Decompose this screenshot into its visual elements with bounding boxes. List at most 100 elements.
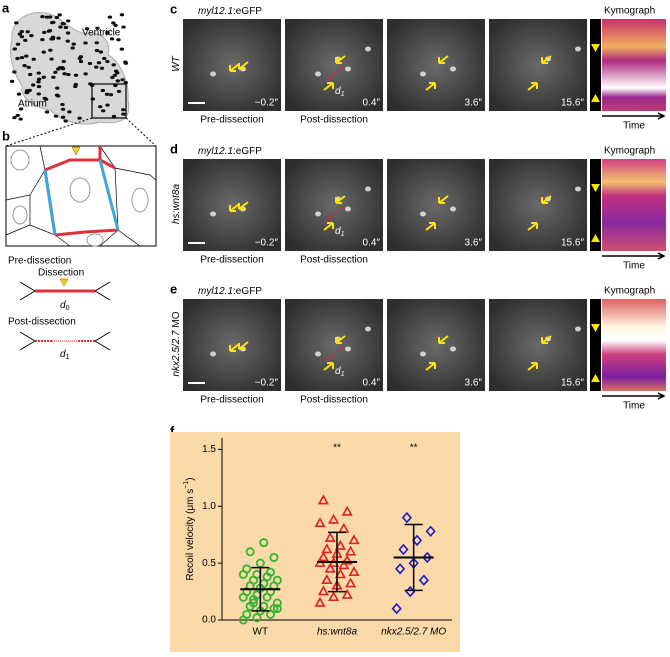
- nucleus: [100, 88, 106, 93]
- pre-label: Pre-dissection: [200, 395, 263, 406]
- nucleus: [94, 65, 99, 69]
- point: [266, 567, 276, 577]
- point: [345, 545, 357, 556]
- nucleus: [111, 21, 116, 25]
- significance: **: [410, 443, 418, 454]
- kymo-marker: [591, 94, 600, 102]
- nucleus: [60, 22, 65, 26]
- ventricle-label: Ventricle: [82, 28, 121, 39]
- point: [269, 552, 279, 562]
- frame: [183, 159, 281, 251]
- yellow-arrow: [238, 341, 249, 350]
- time-label: Time: [623, 121, 645, 132]
- frame: [183, 19, 281, 111]
- kymograph: [602, 19, 666, 111]
- time-arrow: [602, 392, 666, 400]
- nucleus: [49, 57, 54, 61]
- condition-label: nkx2.5/2.7 MO: [171, 311, 182, 376]
- time-label: −0.2″: [255, 378, 279, 389]
- frame: [489, 19, 587, 111]
- panel-label: f: [170, 423, 175, 438]
- cell-spot: [210, 351, 216, 357]
- nucleus: [51, 75, 56, 79]
- d-sub: 1: [341, 91, 345, 98]
- nucleus: [78, 55, 84, 59]
- nucleus: [55, 86, 60, 90]
- nucleus: [108, 93, 114, 97]
- nucleus: [36, 80, 41, 84]
- nucleus: [83, 72, 88, 76]
- cell-spot: [345, 206, 351, 212]
- d1-bracket: [324, 66, 344, 82]
- condition: hs:wnt8a: [171, 184, 182, 224]
- point: [242, 564, 252, 574]
- d1-bracket: [324, 206, 344, 222]
- dissection-arrow: [71, 146, 81, 156]
- d1-label: d1: [335, 366, 345, 378]
- point: [422, 551, 433, 564]
- kymograph: [602, 159, 666, 251]
- nucleus: [51, 20, 56, 24]
- cell-spot: [345, 66, 351, 72]
- cell-spot: [315, 351, 321, 357]
- nucleus: [29, 34, 34, 38]
- ylabel-end: ): [185, 477, 196, 480]
- nucleus: [17, 32, 23, 36]
- panel-label: d: [170, 141, 178, 156]
- nucleus: [46, 29, 52, 33]
- nucleus: [43, 97, 49, 101]
- y-tick-label: 1.0: [202, 501, 216, 512]
- red-edges: [43, 146, 119, 237]
- frame: [387, 19, 485, 111]
- d: d: [335, 366, 341, 377]
- dissection-arrow: [59, 278, 69, 287]
- heart-nuclei: [9, 13, 129, 123]
- x-tick-label: WT: [253, 627, 269, 638]
- reporter-label: myl12.1:eGFP: [198, 286, 262, 297]
- cell-spot: [420, 351, 426, 357]
- nucleus: [115, 79, 121, 83]
- nucleus: [24, 54, 29, 58]
- nucleus: [87, 61, 93, 66]
- nucleus: [112, 73, 118, 77]
- yellow-arrow: [541, 195, 552, 204]
- d1-label: d1: [60, 349, 70, 361]
- kymograph: [602, 299, 666, 391]
- time-arrow: [602, 112, 666, 120]
- nucleus: [116, 89, 122, 94]
- d1-label: d1: [335, 86, 345, 98]
- kymograph-label: Kymograph: [604, 146, 655, 157]
- nucleus: [116, 38, 121, 42]
- condition: nkx2.5/2.7: [171, 330, 182, 377]
- nucleus: [70, 46, 75, 50]
- point: [242, 609, 252, 619]
- time-label: 0.4″: [363, 238, 381, 249]
- frame: [489, 159, 587, 251]
- time-label: 15.6″: [561, 378, 584, 389]
- yellow-arrow: [229, 203, 240, 212]
- point: [328, 591, 340, 602]
- nucleus: [111, 63, 116, 67]
- time-arrow: [602, 252, 666, 260]
- cell-spot: [450, 206, 456, 212]
- ylabel: Recoil velocity (μm s: [185, 489, 196, 581]
- yellow-arrow: [238, 61, 249, 70]
- reporter: :eGFP: [233, 286, 262, 297]
- yellow-arrow: [229, 63, 240, 72]
- panel-label: e: [170, 281, 177, 296]
- yellow-arrow: [335, 195, 346, 204]
- plot-bg: [170, 432, 460, 652]
- nucleus: [9, 79, 15, 83]
- nucleus: [77, 116, 82, 120]
- nucleus: [121, 112, 126, 116]
- nucleus: [94, 41, 99, 45]
- d: d: [335, 226, 341, 237]
- nucleus: [19, 55, 25, 60]
- yellow-arrow: [438, 335, 449, 344]
- nucleus: [16, 92, 22, 96]
- d: d: [335, 86, 341, 97]
- point: [324, 562, 336, 573]
- nucleus: [83, 41, 88, 45]
- point: [324, 531, 336, 542]
